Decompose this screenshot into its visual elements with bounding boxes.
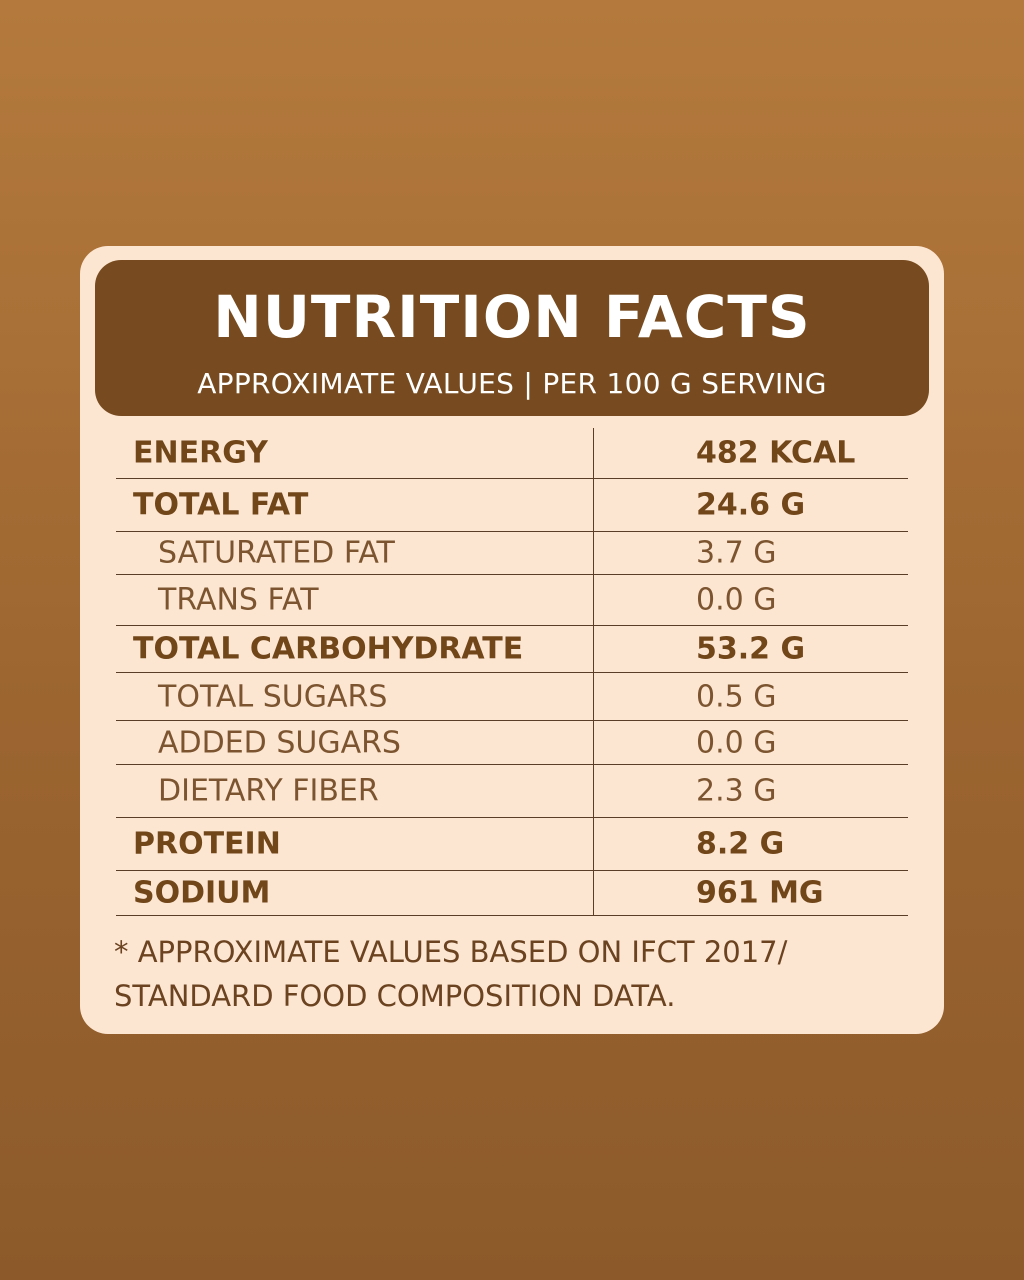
table-row-protein: PROTEIN 8.2 G — [116, 818, 908, 871]
row-value: 961 MG — [696, 875, 824, 911]
row-value: 0.5 G — [696, 679, 777, 714]
table-row-total-sugars: TOTAL SUGARS 0.5 G — [116, 673, 908, 721]
table-row-trans-fat: TRANS FAT 0.0 G — [116, 575, 908, 626]
table-row-added-sugars: ADDED SUGARS 0.0 G — [116, 721, 908, 765]
row-label: SODIUM — [133, 875, 271, 911]
row-value: 0.0 G — [696, 725, 777, 760]
row-label: ENERGY — [133, 435, 268, 471]
row-label: ADDED SUGARS — [158, 725, 401, 760]
table-row-sodium: SODIUM 961 MG — [116, 871, 908, 916]
nutrition-card: NUTRITION FACTS APPROXIMATE VALUES | PER… — [80, 246, 944, 1034]
table-row-total-fat: TOTAL FAT 24.6 G — [116, 479, 908, 532]
footnote-line-2: STANDARD FOOD COMPOSITION DATA. — [114, 979, 676, 1013]
row-value: 53.2 G — [696, 631, 806, 667]
table-row-energy: ENERGY 482 KCAL — [116, 428, 908, 479]
row-label: TOTAL SUGARS — [158, 679, 388, 714]
row-value: 24.6 G — [696, 487, 806, 523]
footnote: * APPROXIMATE VALUES BASED ON IFCT 2017/… — [114, 930, 914, 1018]
row-value: 0.0 G — [696, 582, 777, 618]
table-row-saturated-fat: SATURATED FAT 3.7 G — [116, 532, 908, 575]
table-row-total-carbohydrate: TOTAL CARBOHYDRATE 53.2 G — [116, 626, 908, 673]
row-value: 2.3 G — [696, 773, 777, 809]
nutrition-subtitle: APPROXIMATE VALUES | PER 100 G SERVING — [197, 367, 827, 400]
row-value: 8.2 G — [696, 826, 785, 862]
table-row-dietary-fiber: DIETARY FIBER 2.3 G — [116, 765, 908, 818]
nutrition-header: NUTRITION FACTS APPROXIMATE VALUES | PER… — [95, 260, 929, 416]
row-label: DIETARY FIBER — [158, 773, 379, 809]
row-label: TRANS FAT — [158, 582, 319, 618]
row-label: PROTEIN — [133, 826, 281, 862]
row-value: 3.7 G — [696, 535, 777, 571]
nutrition-title: NUTRITION FACTS — [213, 283, 811, 351]
row-label: SATURATED FAT — [158, 535, 395, 571]
footnote-line-1: * APPROXIMATE VALUES BASED ON IFCT 2017/ — [114, 935, 788, 969]
row-label: TOTAL FAT — [133, 487, 309, 523]
row-value: 482 KCAL — [696, 435, 856, 471]
row-label: TOTAL CARBOHYDRATE — [133, 631, 524, 667]
column-divider — [593, 428, 594, 915]
